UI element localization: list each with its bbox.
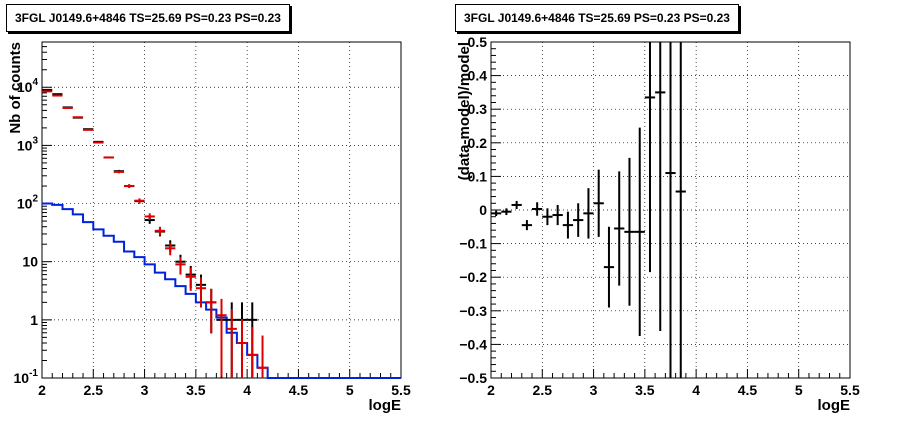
model-point: [154, 226, 166, 236]
x-tick-label: 3.5: [635, 382, 655, 398]
x-tick-label: 3.5: [186, 382, 206, 398]
residual-point: [511, 200, 522, 209]
residual-point: [583, 188, 594, 239]
y-tick-label: 10: [22, 254, 38, 270]
y-tick-label: −0.2: [459, 269, 487, 285]
x-tick-label: 4.5: [289, 382, 309, 398]
residual-point: [501, 208, 512, 216]
model-point: [206, 288, 217, 334]
model-point: [113, 170, 125, 174]
y-axis-title: (data-model)/model: [456, 42, 473, 180]
x-tick-label: 2: [38, 382, 46, 398]
residual-point: [562, 211, 574, 239]
residual-point: [552, 204, 563, 226]
model-point: [257, 335, 268, 378]
model-point: [226, 309, 237, 378]
y-tick-label: 103: [17, 135, 39, 153]
x-axis-title: logE: [818, 397, 851, 414]
x-tick-label: 5: [795, 382, 803, 398]
y-tick-label: 0.3: [468, 101, 488, 117]
x-tick-label: 4: [243, 382, 251, 398]
model-point: [185, 267, 196, 291]
y-tick-label: 0.1: [468, 168, 488, 184]
model-point: [52, 94, 63, 97]
x-tick-label: 4: [692, 382, 700, 398]
residual-point: [573, 203, 584, 237]
residual-point: [675, 42, 686, 378]
x-tick-label: 5.5: [840, 382, 860, 398]
y-tick-label: −0.5: [459, 370, 487, 386]
residual-point: [634, 127, 645, 336]
model-point: [175, 257, 186, 275]
y-tick-label: 0: [479, 202, 487, 218]
residual-point: [542, 208, 553, 226]
data-point: [42, 88, 53, 91]
x-tick-label: 2: [487, 382, 495, 398]
x-tick-label: 3: [141, 382, 149, 398]
residual-point: [624, 157, 635, 306]
chart-title: 3FGL J0149.6+4846 TS=25.69 PS=0.23 PS=0.…: [455, 4, 739, 32]
x-tick-label: 3: [590, 382, 598, 398]
y-tick-label: −0.4: [459, 336, 487, 352]
x-tick-label: 5: [346, 382, 354, 398]
y-tick-label: −0.3: [459, 303, 487, 319]
right-chart-panel: 2 2.5 3 3.5 4 4.5 5 5.5 −0.5 −0.4 −0.3 −0.2 −0.1 0 0.1…: [449, 0, 898, 421]
data-point: [52, 93, 63, 96]
residual-point: [491, 210, 502, 217]
x-tick-label: 2.5: [84, 382, 104, 398]
x-axis-title: logE: [369, 397, 402, 414]
x-tick-label: 2.5: [533, 382, 553, 398]
model-histogram-line: [42, 202, 401, 379]
model-point: [144, 213, 155, 220]
x-tick-label: 4.5: [738, 382, 758, 398]
model-point: [103, 156, 114, 159]
y-tick-label: 102: [17, 194, 39, 212]
residual-point: [644, 42, 656, 273]
counts-histogram-plot: 2 2.5 3 3.5 4 4.5 5 5.5 10-1 1 10 102 103 104 logE Nb o…: [7, 41, 411, 414]
y-tick-label: 0.2: [468, 135, 488, 151]
y-tick-label: 10-1: [14, 368, 39, 386]
residuals-plot: 2 2.5 3 3.5 4 4.5 5 5.5 −0.5 −0.4 −0.3 −0.2 −0.1 0 0.1…: [456, 34, 860, 414]
residual-point: [603, 226, 615, 308]
residual-point: [655, 42, 666, 331]
model-point: [93, 141, 104, 144]
model-point: [124, 184, 135, 188]
model-point: [216, 298, 227, 377]
chart-title: 3FGL J0149.6+4846 TS=25.69 PS=0.23 PS=0.…: [6, 4, 290, 32]
residual-point: [532, 202, 543, 216]
y-tick-label: −0.1: [459, 236, 487, 252]
residual-point: [593, 169, 604, 237]
model-point: [62, 106, 73, 109]
y-tick-label: 104: [17, 77, 39, 95]
residual-point: [521, 220, 533, 231]
model-point: [83, 128, 94, 131]
model-point: [236, 319, 248, 378]
model-point: [195, 277, 207, 308]
left-chart-panel: 2 2.5 3 3.5 4 4.5 5 5.5 10-1 1 10 102 103 104 logE Nb o…: [6, 4, 411, 414]
x-tick-label: 5.5: [391, 382, 411, 398]
y-tick-label: 0.5: [468, 34, 488, 50]
model-point: [42, 90, 53, 93]
model-point: [165, 242, 176, 256]
model-point: [72, 116, 84, 119]
residual-point: [614, 171, 625, 286]
y-tick-label: 0.4: [468, 68, 488, 84]
model-point: [134, 198, 145, 204]
residual-point: [665, 42, 676, 378]
y-axis-title: Nb of counts: [7, 42, 24, 134]
model-point: [247, 327, 258, 378]
y-tick-label: 1: [30, 312, 38, 328]
